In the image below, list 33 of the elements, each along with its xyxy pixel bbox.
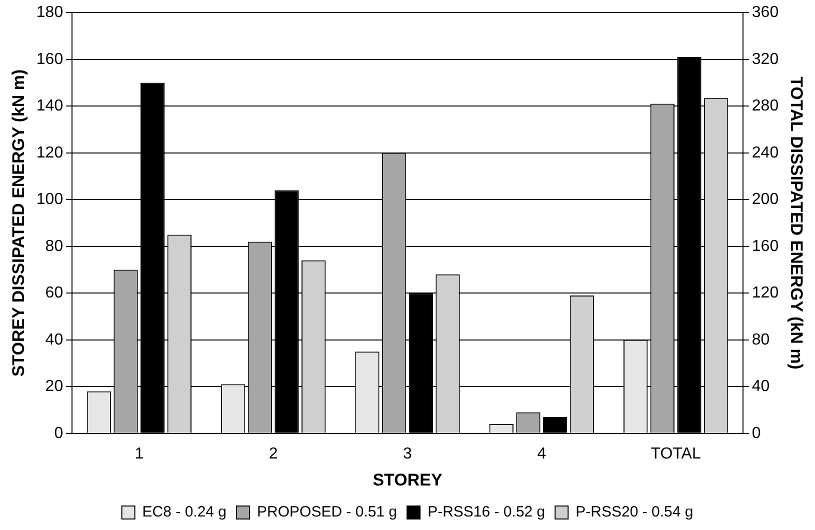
y-tick-label: 20 (45, 378, 64, 396)
y-tick-label: 180 (36, 4, 64, 22)
y-tick-label: 160 (36, 50, 64, 68)
y2-tick-label: 280 (752, 98, 779, 115)
y2-tick-label: 200 (752, 191, 779, 208)
y2-axis-title: TOTAL DISSIPATED ENERGY (kN m) (787, 76, 806, 370)
x-tick-label: 4 (537, 445, 546, 462)
x-axis-title: STOREY (372, 470, 443, 490)
x-tick-label: 3 (403, 445, 412, 462)
y-axis-title: STOREY DISSIPATED ENERGY (kN m) (8, 69, 28, 377)
y-tick-label: 0 (54, 424, 64, 442)
x-tick-label: 2 (268, 445, 278, 462)
legend-label: P-RSS16 - 0.52 g (428, 504, 546, 521)
y-tick-label: 60 (45, 284, 64, 302)
y2-tick-label: 240 (752, 144, 779, 162)
y-tick-label: 40 (45, 331, 64, 348)
x-tick-label: TOTAL (650, 445, 701, 462)
y2-tick-label: 360 (752, 4, 779, 22)
legend-label: EC8 - 0.24 g (142, 504, 227, 521)
y2-tick-label: 120 (752, 284, 779, 302)
y-tick-label: 100 (36, 191, 64, 208)
legend-label: PROPOSED - 0.51 g (257, 504, 398, 521)
bar (543, 417, 568, 433)
y2-tick-label: 320 (752, 50, 779, 68)
y-tick-label: 80 (45, 238, 64, 255)
y2-tick-label: 0 (752, 424, 761, 442)
legend-label: P-RSS20 - 0.54 g (576, 504, 694, 521)
x-tick-label: 1 (134, 445, 144, 462)
y2-tick-label: 40 (752, 378, 770, 396)
y2-tick-label: 160 (752, 238, 779, 255)
y-tick-label: 140 (36, 98, 64, 115)
y-tick-label: 120 (36, 144, 64, 162)
y2-tick-label: 80 (752, 331, 770, 348)
